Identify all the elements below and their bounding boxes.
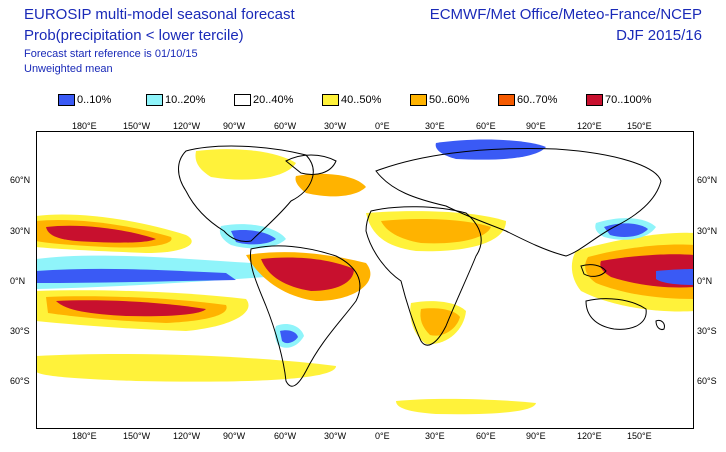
legend-label: 20..40% xyxy=(253,94,294,106)
season-label: DJF 2015/16 xyxy=(616,27,702,44)
longitude-label: 30°W xyxy=(324,121,347,131)
latitude-label: 60°N xyxy=(697,175,718,185)
gulf-blue xyxy=(231,229,276,245)
longitude-label: 90°E xyxy=(526,121,546,131)
longitude-label: 120°E xyxy=(577,121,602,131)
latitude-label: 0°N xyxy=(10,276,26,286)
longitude-label: 60°W xyxy=(274,121,297,131)
probability-legend: 0..10% 10..20% 20..40% 40..50% 50..60% 60..70… xyxy=(58,92,698,108)
legend-label: 0..10% xyxy=(77,94,112,106)
longitude-label: 90°E xyxy=(526,431,546,441)
southern-ocean-yellow-2 xyxy=(396,398,536,415)
longitude-label: 60°E xyxy=(476,431,496,441)
amazon-red xyxy=(261,257,354,291)
longitude-label: 0°E xyxy=(375,121,390,131)
longitude-label: 60°W xyxy=(274,431,297,441)
legend-item: 70..100% xyxy=(586,92,651,108)
legend-label: 70..100% xyxy=(605,94,652,106)
world-map xyxy=(36,131,694,429)
map-title: EUROSIP multi-model seasonal forecast xyxy=(24,6,295,23)
greenland-coast xyxy=(285,154,337,175)
longitude-label: 30°E xyxy=(425,121,445,131)
pacific-blue-band xyxy=(36,268,236,283)
north-atlantic-orange xyxy=(295,173,366,197)
latitude-label: 30°N xyxy=(10,226,31,236)
south-pacific-red xyxy=(56,300,206,317)
longitude-label: 150°E xyxy=(627,431,652,441)
longitude-label: 180°E xyxy=(72,121,97,131)
legend-swatch xyxy=(586,94,603,106)
legend-swatch xyxy=(58,94,75,106)
longitude-label: 120°W xyxy=(173,121,201,131)
legend-label: 40..50% xyxy=(341,94,382,106)
longitude-label: 90°W xyxy=(223,431,246,441)
weighting-note: Unweighted mean xyxy=(24,63,113,75)
australia-coast xyxy=(585,298,647,330)
latitude-label: 30°S xyxy=(10,326,30,336)
north-america-coast xyxy=(178,145,314,242)
model-credit: ECMWF/Met Office/Meteo-France/NCEP xyxy=(429,6,702,23)
forecast-start-note: Forecast start reference is 01/10/15 xyxy=(24,48,198,60)
map-frame xyxy=(36,131,694,429)
longitude-label: 150°W xyxy=(123,121,151,131)
new-zealand-coast xyxy=(655,320,665,330)
africa-coast xyxy=(365,206,482,346)
longitude-label: 90°W xyxy=(223,121,246,131)
longitude-label: 60°E xyxy=(476,121,496,131)
south-america-blue xyxy=(280,330,298,344)
legend-swatch xyxy=(498,94,515,106)
legend-item: 0..10% xyxy=(58,92,111,108)
north-pacific-red xyxy=(46,225,156,243)
longitude-label: 150°E xyxy=(627,121,652,131)
latitude-label: 60°N xyxy=(10,175,31,185)
east-pacific-blue xyxy=(656,269,694,285)
latitude-label: 30°S xyxy=(697,326,717,336)
legend-item: 10..20% xyxy=(146,92,205,108)
legend-swatch xyxy=(234,94,251,106)
indonesia-coast xyxy=(580,264,607,277)
legend-swatch xyxy=(146,94,163,106)
longitude-label: 30°W xyxy=(324,431,347,441)
legend-label: 60..70% xyxy=(517,94,558,106)
coastlines xyxy=(178,145,665,387)
longitude-label: 150°W xyxy=(123,431,151,441)
legend-item: 20..40% xyxy=(234,92,293,108)
latitude-label: 60°S xyxy=(10,376,30,386)
legend-item: 50..60% xyxy=(410,92,469,108)
legend-item: 60..70% xyxy=(498,92,557,108)
longitude-label: 180°E xyxy=(72,431,97,441)
legend-swatch xyxy=(410,94,427,106)
longitude-label: 120°E xyxy=(577,431,602,441)
eurasia-coast xyxy=(375,147,662,257)
north-america-yellow xyxy=(195,149,296,180)
longitude-label: 0°E xyxy=(375,431,390,441)
legend-label: 50..60% xyxy=(429,94,470,106)
probability-regions xyxy=(36,139,694,415)
sahel-orange xyxy=(381,219,491,244)
longitude-label: 30°E xyxy=(425,431,445,441)
south-america-coast xyxy=(249,245,361,387)
latitude-label: 60°S xyxy=(697,376,717,386)
southern-ocean-yellow xyxy=(36,354,336,382)
latitude-label: 0°N xyxy=(697,276,713,286)
latitude-label: 30°N xyxy=(697,226,718,236)
probability-map xyxy=(36,131,694,429)
legend-label: 10..20% xyxy=(165,94,206,106)
legend-swatch xyxy=(322,94,339,106)
map-subtitle: Prob(precipitation < lower tercile) xyxy=(24,27,244,44)
legend-item: 40..50% xyxy=(322,92,381,108)
longitude-label: 120°W xyxy=(173,431,201,441)
